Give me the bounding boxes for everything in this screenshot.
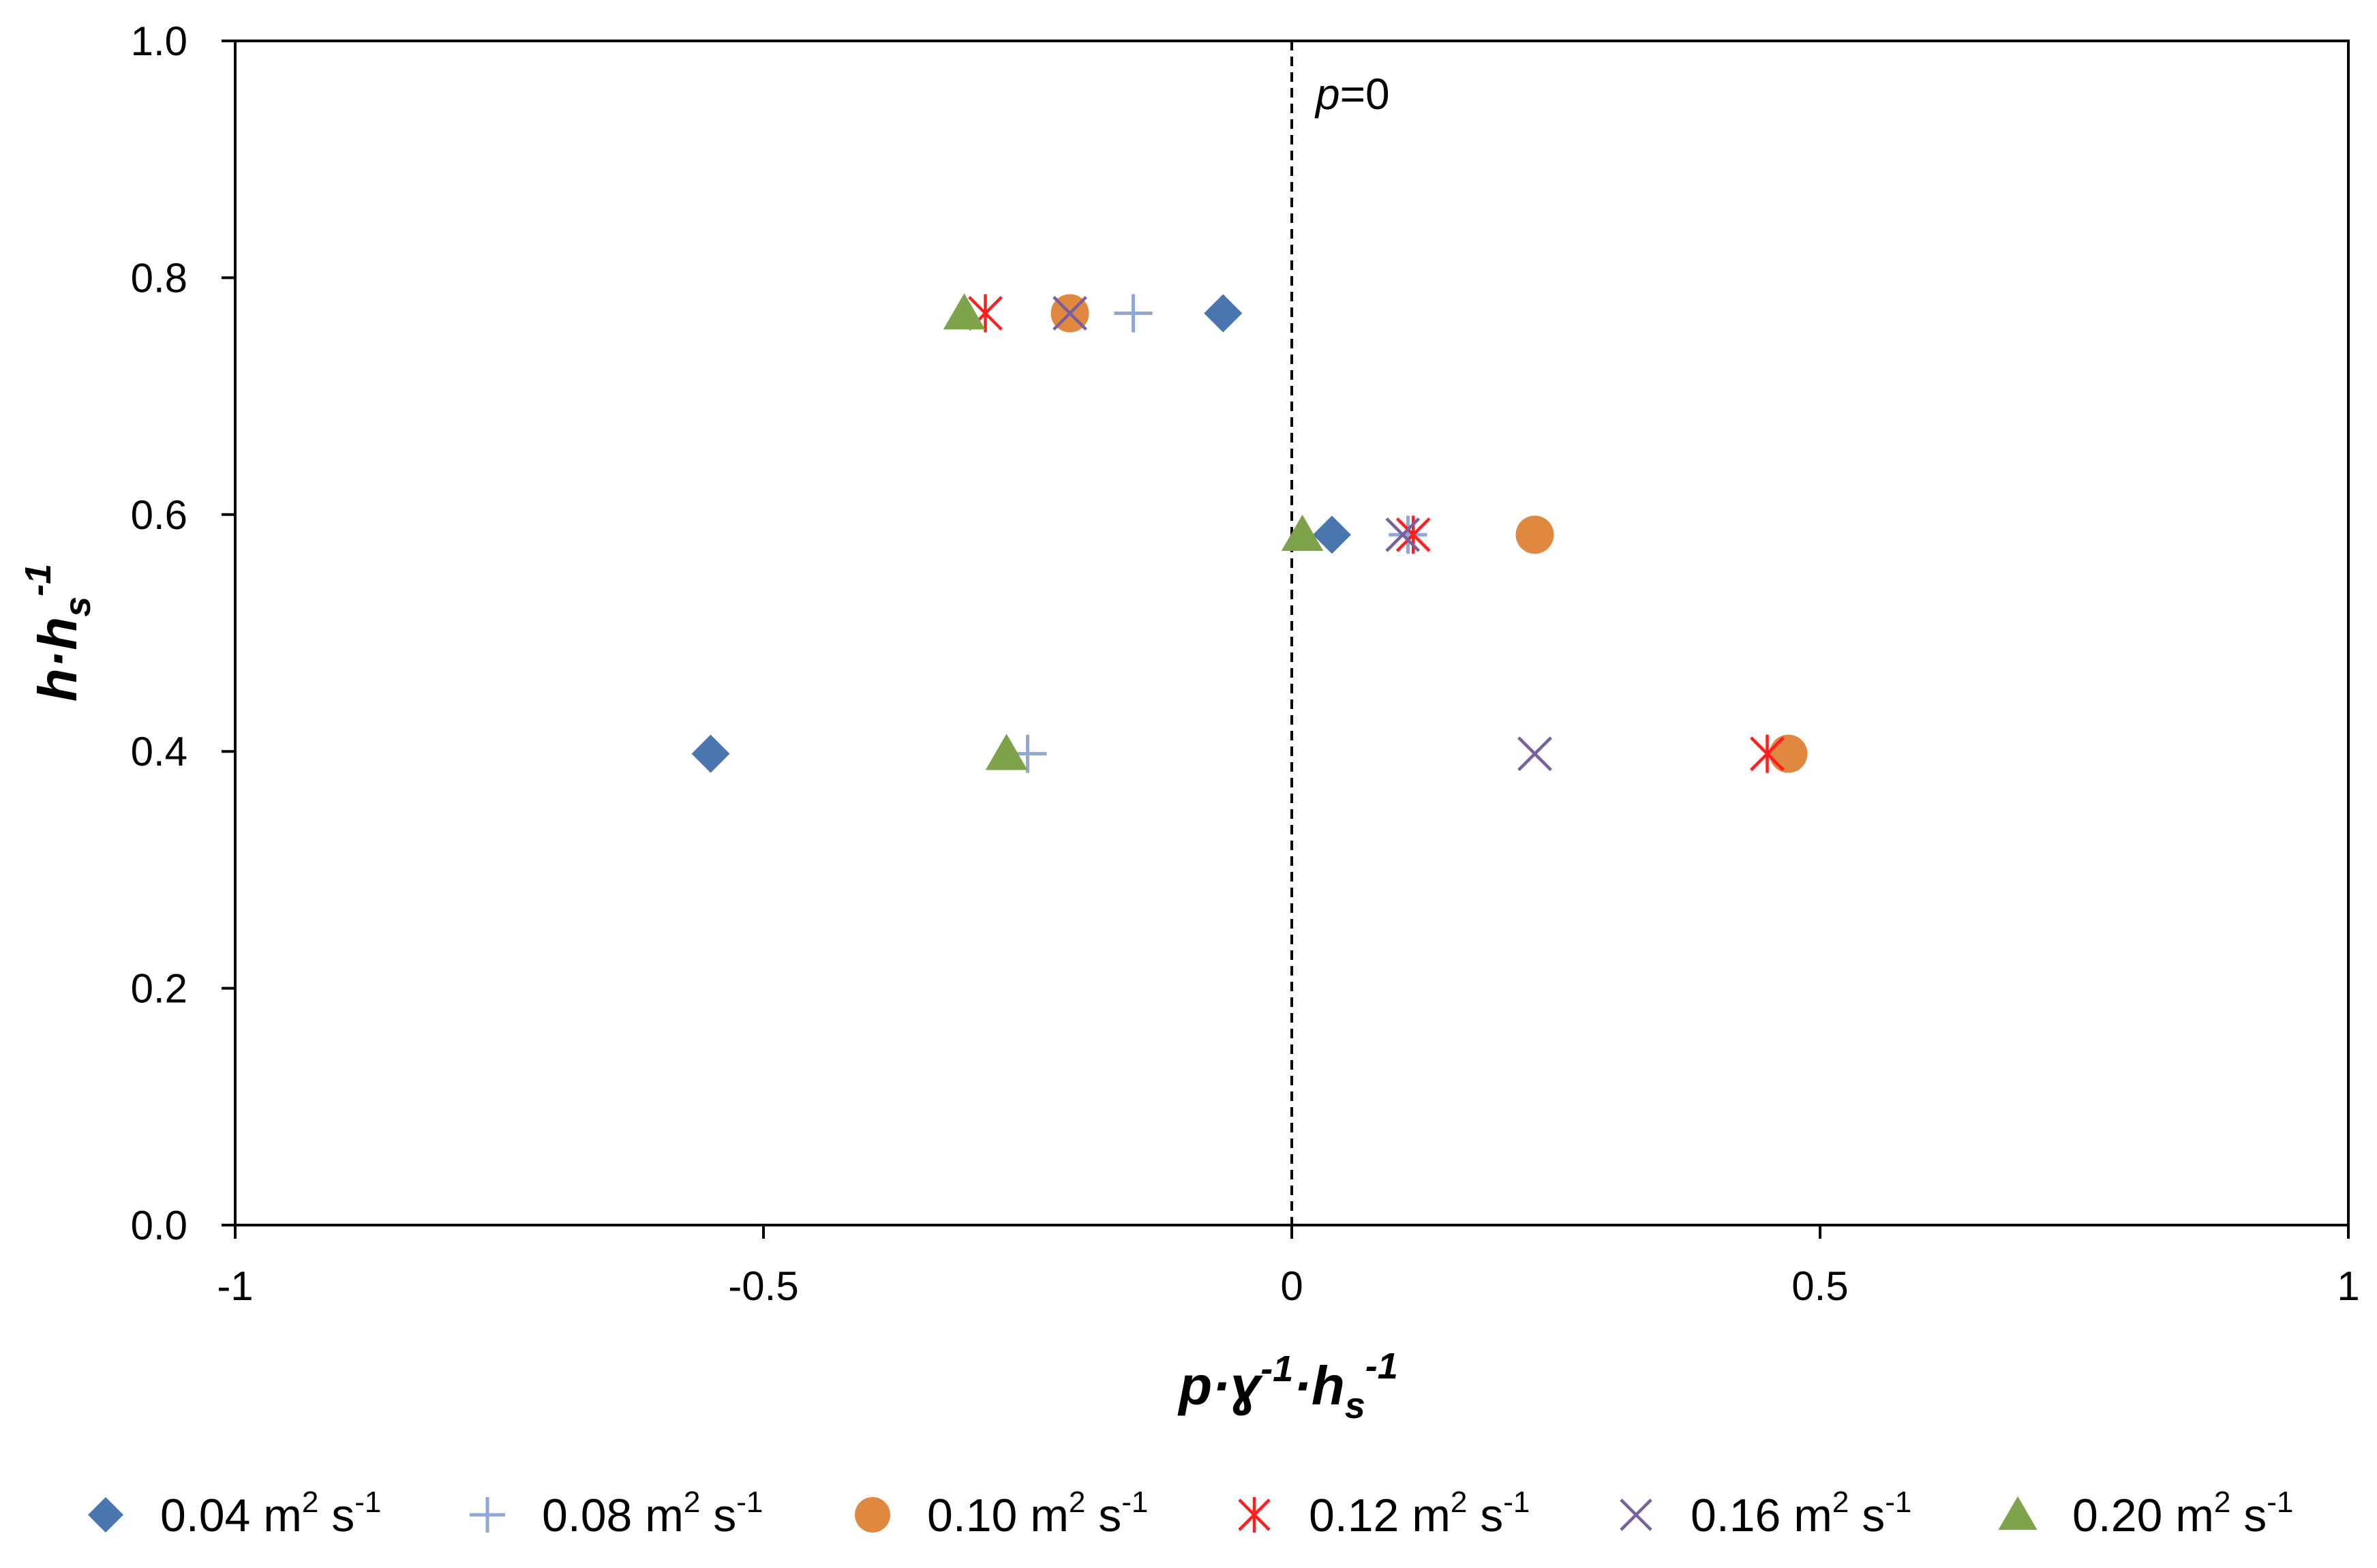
data-point-triangle [985, 734, 1028, 770]
data-point-circle [1769, 734, 1808, 773]
legend-label: 0.20 m2 s-1 [2072, 1486, 2293, 1541]
y-axis-title-text: h·hs-1 [18, 564, 98, 702]
x-tick-label: -1 [217, 1263, 253, 1309]
legend-marker-cross [1620, 1498, 1652, 1531]
p-zero-annotation-var: p [1314, 70, 1340, 119]
y-tick-label: 0.2 [131, 966, 187, 1012]
legend-marker-triangle [1998, 1496, 2038, 1531]
y-tick-label: 0.4 [131, 729, 187, 774]
p-zero-annotation-rest: =0 [1340, 70, 1390, 119]
legend: 0.04 m2 s-1 0.08 m2 s-1 0.10 m2 s-1 0.12 m2… [88, 1486, 2293, 1541]
data-point-cross [1385, 517, 1421, 552]
p-zero-annotation: p=0 [1314, 70, 1390, 119]
x-axis-ticks: -1 -0.5 0 0.5 1 [217, 1225, 2360, 1309]
x-tick-label: -0.5 [728, 1263, 798, 1309]
data-point-triangle [1281, 514, 1324, 552]
data-points [691, 293, 1808, 773]
y-tick-label: 0.0 [131, 1203, 187, 1248]
data-point-plus [1114, 294, 1153, 333]
legend-label: 0.16 m2 s-1 [1691, 1486, 1911, 1541]
legend-label: 0.04 m2 s-1 [160, 1486, 381, 1541]
data-point-diamond [691, 734, 730, 773]
data-point-asterisk [1750, 734, 1785, 773]
data-point-triangle [943, 293, 986, 330]
data-point-diamond [1312, 515, 1351, 554]
data-point-cross [1053, 296, 1087, 331]
legend-marker-circle [855, 1497, 890, 1533]
legend-marker-plus [470, 1497, 505, 1533]
legend-label: 0.12 m2 s-1 [1309, 1486, 1530, 1541]
x-axis-title: p·ɣ-1·hs-1 [1177, 1346, 1398, 1426]
data-point-plus [1389, 515, 1427, 554]
legend-label: 0.08 m2 s-1 [542, 1486, 763, 1541]
y-tick-label: 1.0 [131, 18, 187, 64]
data-point-cross [1517, 736, 1552, 772]
data-point-circle [1515, 515, 1554, 554]
legend-label: 0.10 m2 s-1 [927, 1486, 1148, 1541]
y-tick-label: 0.6 [131, 492, 187, 538]
x-tick-label: 1 [2337, 1263, 2359, 1309]
x-tick-label: 0 [1280, 1263, 1303, 1309]
x-tick-label: 0.5 [1791, 1263, 1848, 1309]
y-tick-label: 0.8 [131, 255, 187, 301]
legend-marker-diamond [88, 1497, 123, 1533]
y-axis-ticks: 0.0 0.2 0.4 0.6 0.8 1.0 [131, 18, 235, 1248]
legend-marker-asterisk [1238, 1497, 1271, 1533]
y-axis-title: h·hs-1 [18, 564, 98, 702]
data-point-diamond [1204, 294, 1243, 333]
